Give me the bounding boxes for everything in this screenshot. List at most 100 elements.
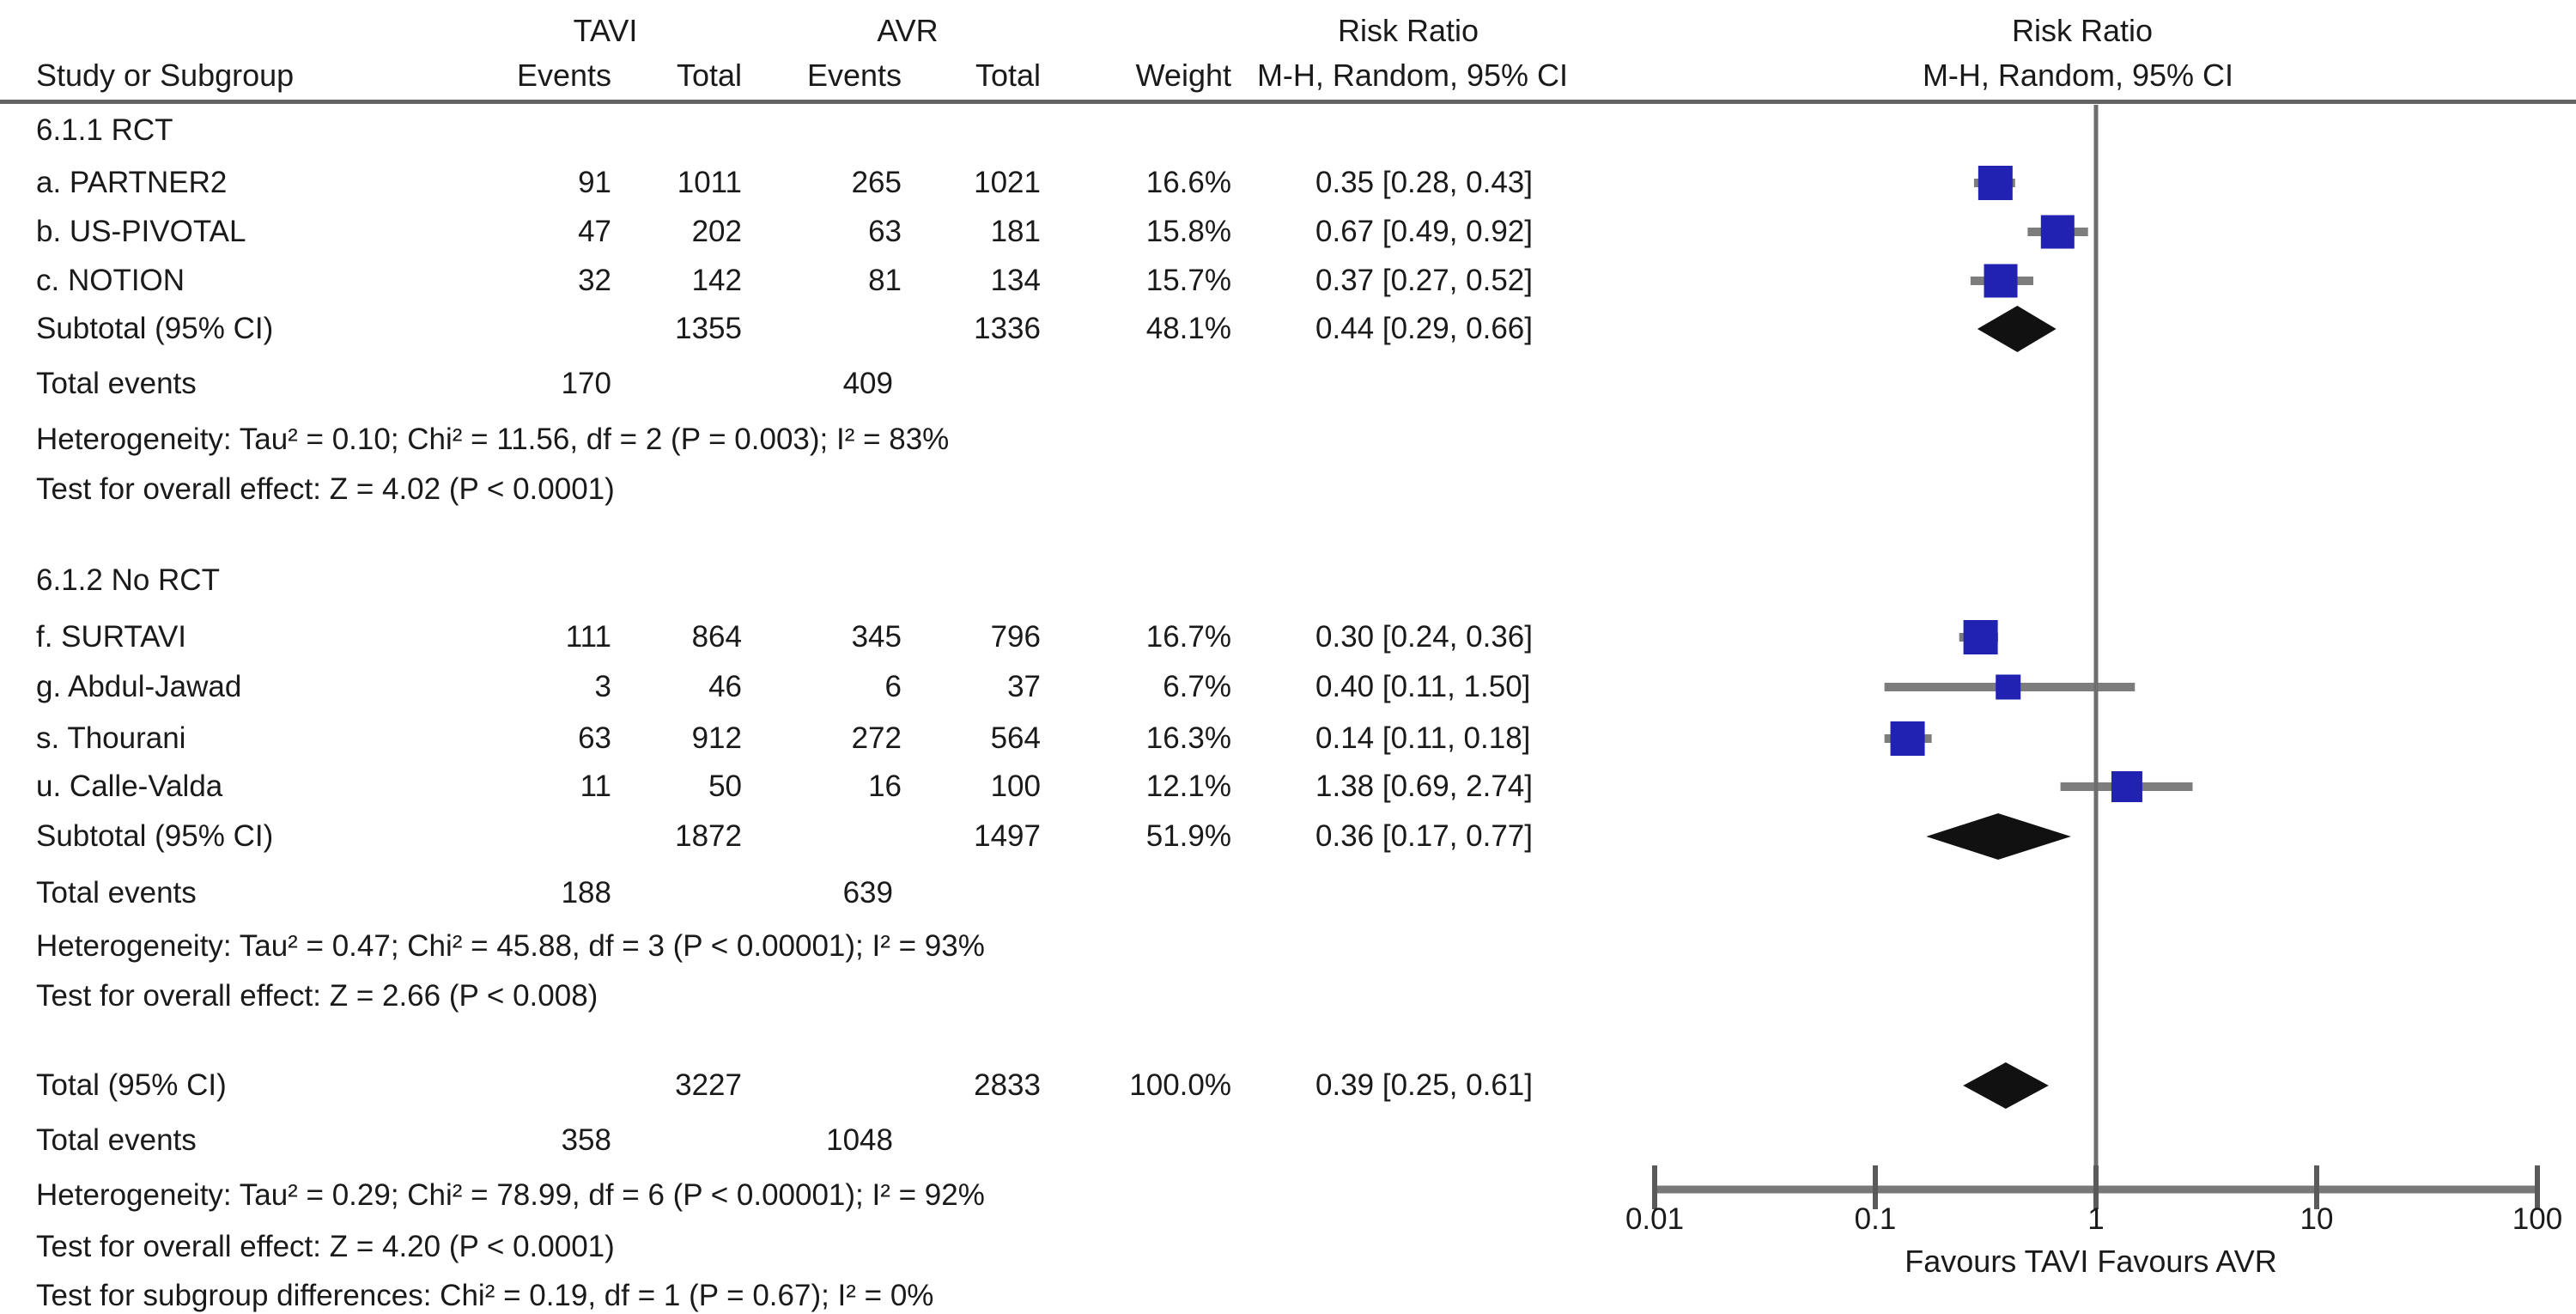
axis-tick-label-001: 0.01: [1625, 1202, 1685, 1236]
study-row-label: g. Abdul-Jawad: [36, 670, 242, 703]
study-weight: 12.1%: [1145, 770, 1231, 803]
subtotal-label: Subtotal (95% CI): [36, 819, 274, 853]
column-method-plot: M-H, Random, 95% CI: [1922, 58, 2234, 93]
subgroup-heading: 6.1.2 No RCT: [36, 563, 220, 597]
study-tavi-events: 111: [565, 620, 611, 654]
effect-square: [1963, 620, 1998, 654]
effect-square: [1890, 721, 1925, 756]
study-avr-events: 6: [884, 670, 902, 703]
study-tavi-events: 63: [578, 721, 611, 755]
risk-ratio-header-plot: Risk Ratio: [2011, 13, 2154, 48]
total-events-label: Total events: [36, 367, 197, 400]
total-events-tavi: 170: [561, 367, 611, 400]
overall-effect-stats: Test for overall effect: Z = 4.02 (P < 0…: [36, 472, 615, 506]
study-tavi-total: 912: [691, 721, 742, 755]
study-tavi-events: 32: [578, 264, 611, 297]
subtotal-diamond: [1977, 306, 2057, 352]
risk-ratio-header-text: Risk Ratio: [1337, 13, 1479, 48]
study-tavi-total: 46: [708, 670, 742, 703]
study-rr-ci-text: 0.14 [0.11, 0.18]: [1315, 721, 1531, 755]
study-avr-total: 134: [990, 264, 1041, 297]
study-avr-total: 181: [990, 215, 1041, 248]
study-weight: 16.7%: [1145, 620, 1231, 654]
effect-square: [2040, 215, 2075, 249]
study-rr-ci-text: 0.37 [0.27, 0.52]: [1315, 264, 1533, 297]
subtotal-weight: 51.9%: [1145, 819, 1231, 853]
subtotal-avr-total: 1336: [974, 312, 1041, 345]
grand-total-tavi-total: 3227: [675, 1068, 742, 1102]
total-overall-effect-stats: Test for overall effect: Z = 4.20 (P < 0…: [36, 1230, 615, 1263]
axis-tick-label-100: 100: [2512, 1202, 2563, 1236]
study-weight: 16.3%: [1145, 721, 1231, 755]
subtotal-rr-ci-text: 0.44 [0.29, 0.66]: [1315, 312, 1533, 345]
study-tavi-total: 202: [691, 215, 742, 248]
study-weight: 15.7%: [1145, 264, 1231, 297]
subtotal-diamond: [1926, 813, 2071, 860]
study-avr-total: 564: [990, 721, 1041, 755]
study-avr-total: 100: [990, 770, 1041, 803]
study-row-label: c. NOTION: [36, 264, 185, 297]
study-rr-ci-text: 0.40 [0.11, 1.50]: [1315, 670, 1531, 703]
column-avr-events: Events: [806, 58, 902, 93]
subgroup-heading: 6.1.1 RCT: [36, 113, 173, 147]
column-group-avr: AVR: [877, 13, 939, 48]
heterogeneity-stats: Heterogeneity: Tau² = 0.47; Chi² = 45.88…: [36, 929, 985, 963]
overall-effect-stats: Test for overall effect: Z = 2.66 (P < 0…: [36, 979, 598, 1013]
study-weight: 15.8%: [1145, 215, 1231, 248]
subtotal-tavi-total: 1872: [675, 819, 742, 853]
total-heterogeneity-stats: Heterogeneity: Tau² = 0.29; Chi² = 78.99…: [36, 1178, 985, 1212]
effect-square: [1984, 264, 2018, 298]
study-rr-ci-text: 0.30 [0.24, 0.36]: [1315, 620, 1533, 654]
total-events-avr: 1048: [826, 1123, 893, 1157]
column-weight: Weight: [1135, 58, 1231, 93]
study-tavi-total: 142: [691, 264, 742, 297]
subtotal-avr-total: 1497: [974, 819, 1041, 853]
study-row-label: s. Thourani: [36, 721, 186, 755]
study-row-label: a. PARTNER2: [36, 166, 228, 199]
study-avr-events: 265: [851, 166, 902, 199]
grand-total-label: Total (95% CI): [36, 1068, 227, 1102]
column-avr-total: Total: [975, 58, 1041, 93]
study-tavi-events: 91: [578, 166, 611, 199]
grand-total-diamond: [1963, 1062, 2049, 1109]
total-events-label: Total events: [36, 876, 197, 909]
study-tavi-total: 1011: [677, 166, 742, 199]
grand-total-avr-total: 2833: [974, 1068, 1041, 1102]
study-weight: 16.6%: [1145, 166, 1231, 199]
study-tavi-events: 3: [594, 670, 611, 703]
study-avr-events: 81: [868, 264, 902, 297]
grand-total-weight: 100.0%: [1129, 1068, 1231, 1102]
study-tavi-events: 11: [580, 770, 611, 803]
effect-square: [1978, 166, 2013, 200]
total-events-tavi: 188: [561, 876, 611, 909]
study-row-label: u. Calle-Valda: [36, 770, 223, 803]
column-tavi-total: Total: [676, 58, 742, 93]
effect-square: [1996, 674, 2021, 700]
axis-tick-label-01: 0.1: [1854, 1202, 1897, 1236]
column-method-text: M-H, Random, 95% CI: [1256, 58, 1569, 93]
study-row-label: f. SURTAVI: [36, 620, 187, 654]
study-avr-total: 37: [1007, 670, 1041, 703]
total-events-tavi: 358: [561, 1123, 611, 1157]
total-events-avr: 639: [842, 876, 893, 909]
study-rr-ci-text: 1.38 [0.69, 2.74]: [1315, 770, 1533, 803]
subtotal-tavi-total: 1355: [675, 312, 742, 345]
study-rr-ci-text: 0.67 [0.49, 0.92]: [1315, 215, 1533, 248]
total-events-label: Total events: [36, 1123, 197, 1157]
study-tavi-events: 47: [578, 215, 611, 248]
column-group-tavi: TAVI: [573, 13, 638, 48]
study-avr-total: 1021: [974, 166, 1041, 199]
study-avr-events: 345: [851, 620, 902, 654]
axis-tick-label-10: 10: [2300, 1202, 2334, 1236]
total-events-avr: 409: [842, 367, 893, 400]
column-study-subgroup: Study or Subgroup: [36, 58, 295, 93]
study-tavi-total: 864: [691, 620, 742, 654]
study-rr-ci-text: 0.35 [0.28, 0.43]: [1315, 166, 1533, 199]
study-tavi-total: 50: [708, 770, 742, 803]
effect-square: [2111, 771, 2142, 802]
study-avr-total: 796: [990, 620, 1041, 654]
study-avr-events: 16: [868, 770, 902, 803]
favours-label: Favours TAVI Favours AVR: [1905, 1244, 2277, 1279]
